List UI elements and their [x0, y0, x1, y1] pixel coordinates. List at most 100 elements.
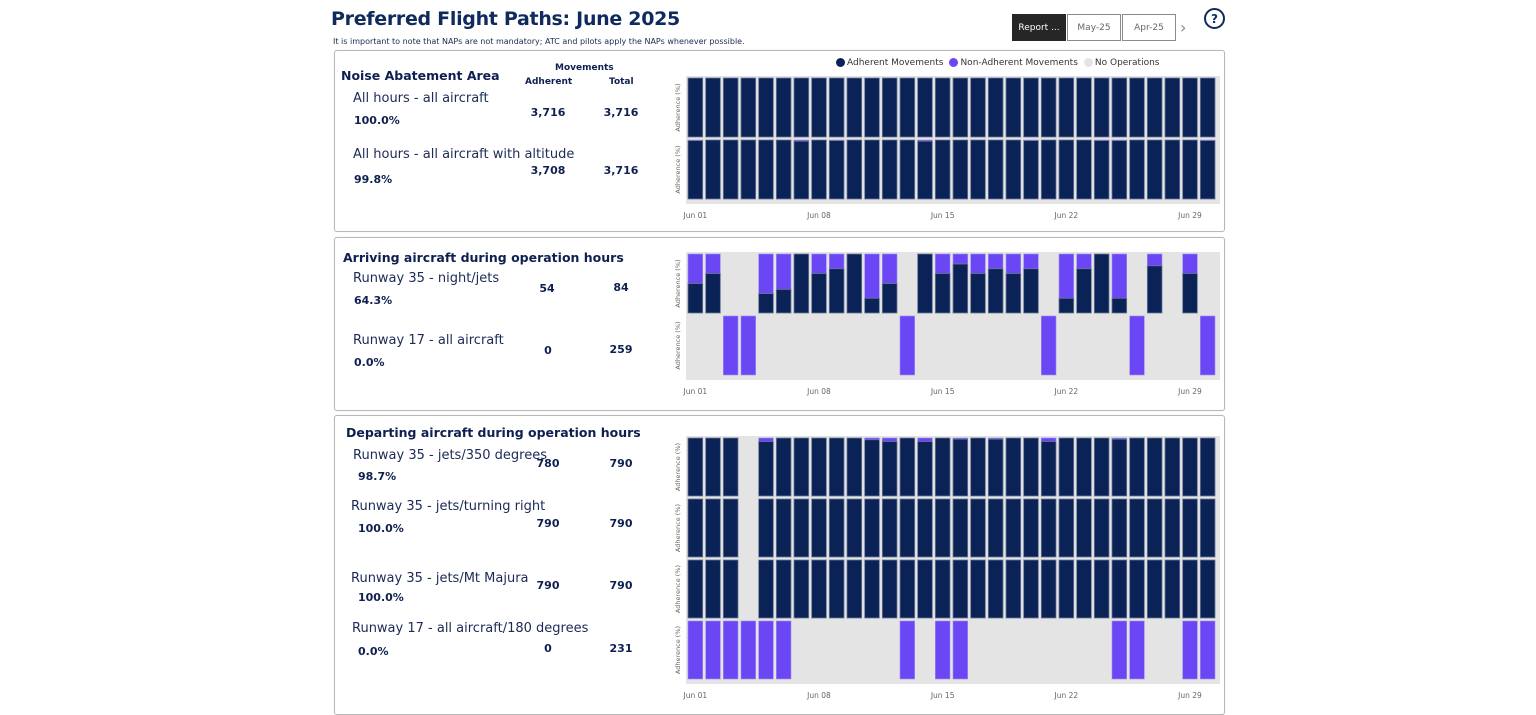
bar-adherent[interactable] [987, 498, 1004, 558]
bar-adherent[interactable] [828, 498, 845, 558]
bar-adherent[interactable] [811, 559, 827, 619]
bar-adherent[interactable] [934, 273, 951, 314]
bar[interactable] [1040, 437, 1057, 497]
bar-non-adherent[interactable] [723, 315, 739, 376]
bar-adherent[interactable] [811, 77, 827, 138]
bar-adherent[interactable] [917, 253, 933, 314]
bar[interactable] [687, 139, 704, 200]
bar[interactable] [1199, 139, 1216, 200]
bar[interactable] [775, 498, 792, 558]
bar[interactable] [934, 437, 951, 497]
bar-adherent[interactable] [1023, 77, 1039, 138]
bar-non-adherent[interactable] [1182, 620, 1198, 680]
bar[interactable] [811, 559, 827, 619]
bar[interactable] [987, 437, 1004, 497]
bar-adherent[interactable] [952, 438, 969, 497]
bar[interactable] [1182, 253, 1198, 314]
bar[interactable] [1129, 139, 1145, 200]
bar[interactable] [1111, 77, 1128, 138]
bar-adherent[interactable] [1182, 437, 1198, 497]
bar-non-adherent[interactable] [935, 620, 951, 680]
bar[interactable] [917, 559, 933, 619]
bar[interactable] [1040, 139, 1057, 200]
bar-adherent[interactable] [1093, 140, 1110, 200]
bar-adherent[interactable] [917, 498, 933, 558]
bar-adherent[interactable] [952, 498, 969, 558]
bar[interactable] [1093, 498, 1110, 558]
bar-adherent[interactable] [1129, 77, 1145, 138]
bar-adherent[interactable] [1199, 77, 1216, 138]
bar[interactable] [775, 139, 792, 200]
bar-adherent[interactable] [705, 559, 721, 619]
bar-adherent[interactable] [687, 559, 704, 619]
bar-adherent[interactable] [687, 437, 704, 497]
bar-adherent[interactable] [864, 297, 880, 314]
bar[interactable] [846, 139, 863, 200]
bar-adherent[interactable] [1111, 438, 1128, 497]
bar[interactable] [705, 77, 721, 138]
bar-adherent[interactable] [881, 139, 898, 200]
bar-adherent[interactable] [1111, 498, 1128, 558]
bar-adherent[interactable] [793, 559, 810, 619]
bar-adherent[interactable] [1058, 498, 1075, 558]
bar-adherent[interactable] [1182, 77, 1198, 138]
bar[interactable] [1111, 437, 1128, 497]
bar-non-adherent[interactable] [1182, 253, 1198, 274]
bar[interactable] [1200, 315, 1216, 376]
bar[interactable] [987, 253, 1004, 314]
bar-adherent[interactable] [1093, 559, 1110, 619]
bar[interactable] [864, 253, 880, 314]
bar[interactable] [1023, 139, 1039, 200]
bar[interactable] [934, 253, 951, 314]
bar[interactable] [1093, 253, 1110, 314]
bar-adherent[interactable] [1146, 559, 1163, 619]
bar-adherent[interactable] [846, 437, 863, 497]
bar-adherent[interactable] [687, 77, 704, 138]
bar[interactable] [1164, 498, 1181, 558]
bar-adherent[interactable] [987, 139, 1004, 200]
bar-adherent[interactable] [1023, 437, 1039, 497]
bar-adherent[interactable] [899, 139, 916, 200]
bar-adherent[interactable] [740, 139, 757, 200]
bar[interactable] [1146, 77, 1163, 138]
bar[interactable] [793, 559, 810, 619]
bar[interactable] [1058, 437, 1075, 497]
bar-adherent[interactable] [1146, 265, 1163, 314]
tab-report[interactable]: Report ... [1012, 14, 1066, 41]
bar-non-adherent[interactable] [952, 253, 968, 265]
bar[interactable] [705, 437, 721, 497]
bar[interactable] [705, 139, 721, 200]
bar-adherent[interactable] [952, 559, 969, 619]
bar-adherent[interactable] [881, 283, 898, 314]
bar-adherent[interactable] [899, 437, 916, 497]
bar[interactable] [776, 620, 792, 680]
bar-adherent[interactable] [881, 498, 898, 558]
bar-adherent[interactable] [1182, 498, 1198, 558]
bar-non-adherent[interactable] [882, 253, 898, 284]
bar-non-adherent[interactable] [1129, 315, 1145, 376]
bar[interactable] [1111, 620, 1127, 680]
bar[interactable] [934, 559, 951, 619]
bar-adherent[interactable] [1076, 559, 1092, 619]
bar-non-adherent[interactable] [935, 253, 951, 274]
bar-non-adherent[interactable] [723, 620, 739, 680]
bar[interactable] [775, 559, 792, 619]
bar-non-adherent[interactable] [1200, 315, 1216, 376]
bar-adherent[interactable] [846, 77, 863, 138]
bar-adherent[interactable] [1164, 77, 1181, 138]
bar-non-adherent[interactable] [917, 437, 933, 442]
bar[interactable] [1182, 498, 1198, 558]
bar-adherent[interactable] [758, 77, 774, 138]
bar[interactable] [1146, 253, 1163, 314]
bar[interactable] [987, 77, 1004, 138]
bar[interactable] [864, 559, 880, 619]
bar-adherent[interactable] [793, 253, 810, 314]
bar-adherent[interactable] [1199, 140, 1216, 200]
bar[interactable] [1058, 77, 1075, 138]
bar[interactable] [1093, 437, 1110, 497]
bar-adherent[interactable] [828, 77, 845, 138]
bar[interactable] [828, 77, 845, 138]
bar[interactable] [1111, 253, 1128, 314]
bar-adherent[interactable] [1146, 498, 1163, 558]
bar[interactable] [1129, 559, 1145, 619]
